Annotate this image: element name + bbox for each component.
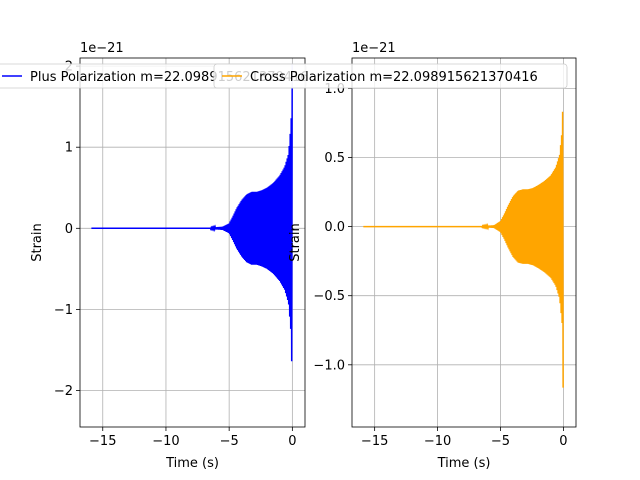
plus-polarization-series-line bbox=[91, 63, 293, 362]
plus-x-tick-label: −5 bbox=[220, 434, 239, 449]
cross-x-axis-label: Time (s) bbox=[437, 456, 491, 471]
plus-x-tick-label: 0 bbox=[288, 434, 296, 449]
cross-axes-frame bbox=[351, 57, 577, 428]
plus-y-axis-label: Strain bbox=[30, 223, 45, 262]
cross-polarization-series-line bbox=[363, 111, 564, 388]
cross-y-axis-label: Strain bbox=[288, 223, 303, 262]
plus-y-offset-text: 1e−21 bbox=[80, 41, 124, 56]
cross-x-tick-label: −15 bbox=[361, 434, 388, 449]
plus-y-tick-label: 0 bbox=[65, 222, 73, 237]
cross-y-tick-label: 0.5 bbox=[324, 151, 345, 166]
plus-x-axis-label: Time (s) bbox=[165, 456, 219, 471]
cross-legend-box bbox=[213, 63, 568, 89]
cross-y-offset-text: 1e−21 bbox=[352, 41, 396, 56]
plus-x-tick-label: −10 bbox=[152, 434, 179, 449]
cross-legend-label: Cross Polarization m=22.098915621370416 bbox=[250, 70, 538, 85]
cross-y-tick-label: −1.0 bbox=[313, 358, 345, 373]
cross-x-tick-label: 0 bbox=[559, 434, 567, 449]
plus-x-tick-label: −15 bbox=[89, 434, 116, 449]
plus-y-tick-label: −2 bbox=[54, 384, 73, 399]
plus-y-tick-label: 1 bbox=[65, 141, 73, 156]
plus-axes-frame bbox=[79, 57, 306, 428]
cross-x-tick-label: −10 bbox=[424, 434, 451, 449]
plus-y-tick-label: −1 bbox=[54, 303, 73, 318]
cross-y-tick-label: −0.5 bbox=[313, 289, 345, 304]
cross-x-tick-label: −5 bbox=[491, 434, 510, 449]
cross-legend: Cross Polarization m=22.098915621370416 bbox=[213, 63, 568, 89]
cross-y-tick-label: 0.0 bbox=[324, 220, 345, 235]
